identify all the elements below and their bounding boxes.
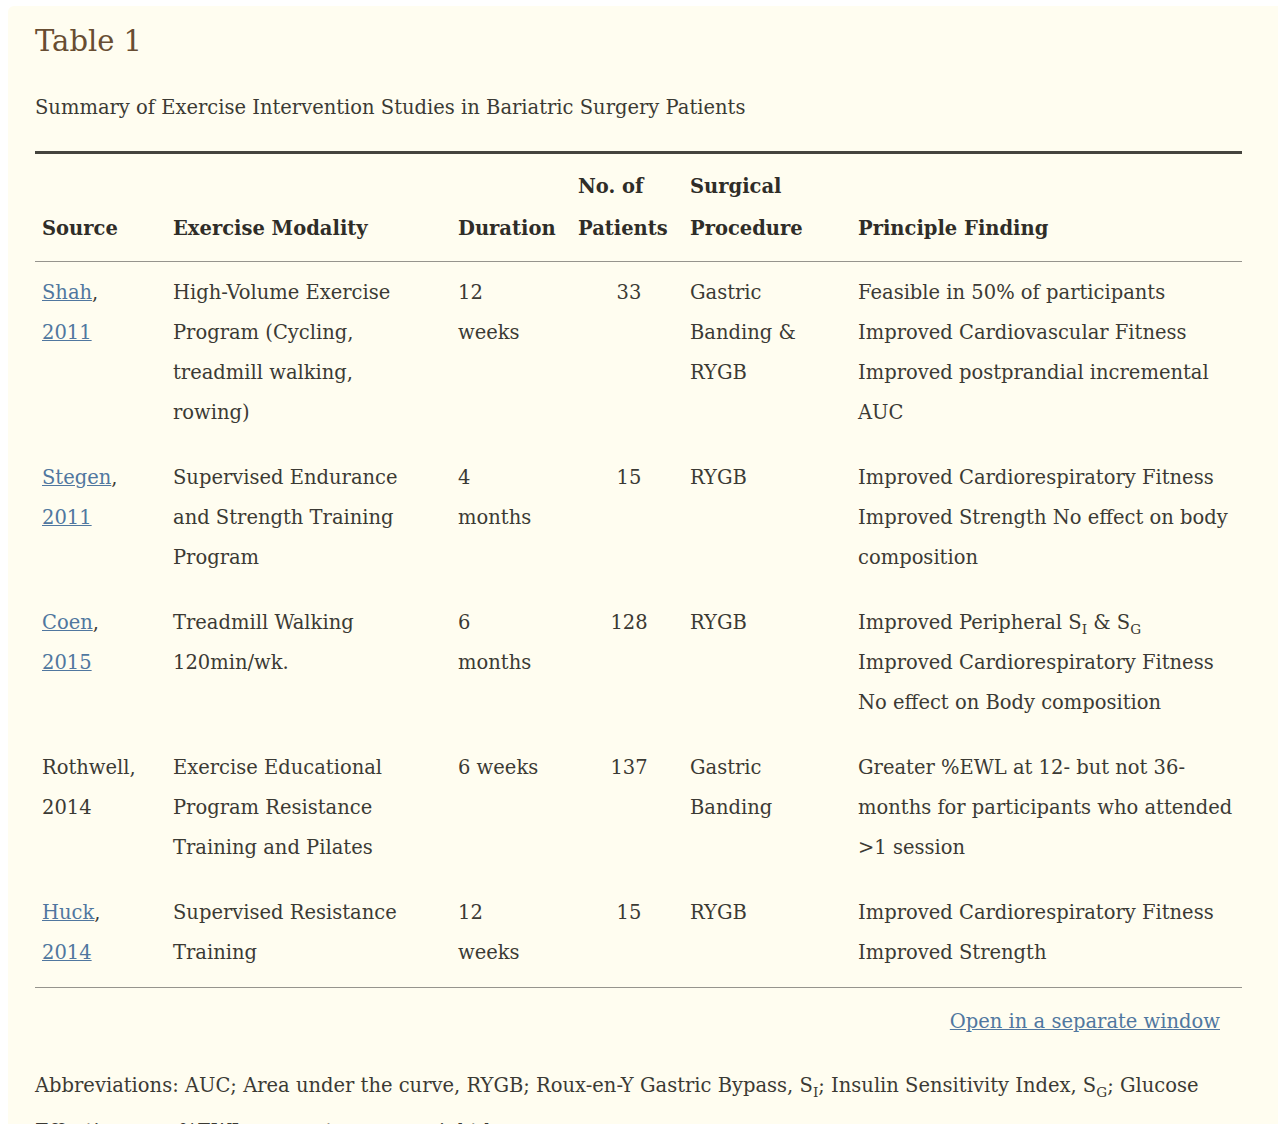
duration-cell: 6 months	[458, 592, 578, 737]
source-cell: Shah,2011	[35, 262, 173, 448]
procedure-cell: RYGB	[690, 882, 858, 988]
procedure-cell: RYGB	[690, 592, 858, 737]
patients-cell: 15	[578, 882, 690, 988]
source-name: Rothwell	[42, 756, 130, 779]
duration-cell: 12 weeks	[458, 882, 578, 988]
table-panel: Table 1 Summary of Exercise Intervention…	[8, 6, 1278, 1124]
abbreviations-text: Abbreviations: AUC; Area under the curve…	[35, 1063, 1242, 1124]
finding-cell: Improved Peripheral SI & SG Improved Car…	[858, 592, 1242, 737]
source-name[interactable]: Huck	[42, 901, 94, 924]
modality-cell: Exercise Educational Program Resistance …	[173, 737, 458, 882]
table-row: Stegen,2011Supervised Endurance and Stre…	[35, 447, 1242, 592]
procedure-cell: RYGB	[690, 447, 858, 592]
procedure-cell: Gastric Banding & RYGB	[690, 262, 858, 448]
finding-cell: Improved Cardiorespiratory Fitness Impro…	[858, 882, 1242, 988]
modality-cell: Supervised Resistance Training	[173, 882, 458, 988]
open-link-row: Open in a separate window	[35, 1010, 1242, 1033]
summary-table: Source Exercise Modality Duration No. of…	[35, 151, 1242, 988]
header-duration: Duration	[458, 153, 578, 262]
source-cell: Stegen,2011	[35, 447, 173, 592]
table-body: Shah,2011High-Volume Exercise Program (C…	[35, 262, 1242, 988]
table-row: Shah,2011High-Volume Exercise Program (C…	[35, 262, 1242, 448]
duration-cell: 12 weeks	[458, 262, 578, 448]
header-finding: Principle Finding	[858, 153, 1242, 262]
table-row: Rothwell,2014Exercise Educational Progra…	[35, 737, 1242, 882]
duration-cell: 4 months	[458, 447, 578, 592]
patients-cell: 33	[578, 262, 690, 448]
table-row: Huck,2014Supervised Resistance Training1…	[35, 882, 1242, 988]
source-name[interactable]: Stegen	[42, 466, 111, 489]
source-year[interactable]: 2015	[42, 651, 92, 674]
source-name[interactable]: Shah	[42, 281, 92, 304]
finding-cell: Feasible in 50% of participants Improved…	[858, 262, 1242, 448]
source-cell: Rothwell,2014	[35, 737, 173, 882]
table-row: Coen,2015Treadmill Walking 120min/wk.6 m…	[35, 592, 1242, 737]
source-year: 2014	[42, 796, 92, 819]
modality-cell: High-Volume Exercise Program (Cycling, t…	[173, 262, 458, 448]
finding-cell: Greater %EWL at 12- but not 36- months f…	[858, 737, 1242, 882]
finding-cell: Improved Cardiorespiratory Fitness Impro…	[858, 447, 1242, 592]
patients-cell: 137	[578, 737, 690, 882]
header-modality: Exercise Modality	[173, 153, 458, 262]
procedure-cell: Gastric Banding	[690, 737, 858, 882]
source-name[interactable]: Coen	[42, 611, 93, 634]
modality-cell: Supervised Endurance and Strength Traini…	[173, 447, 458, 592]
duration-cell: 6 weeks	[458, 737, 578, 882]
patients-cell: 128	[578, 592, 690, 737]
table-caption: Summary of Exercise Intervention Studies…	[35, 94, 1242, 121]
table-title: Table 1	[35, 22, 1242, 61]
open-separate-window-link[interactable]: Open in a separate window	[950, 1010, 1220, 1033]
header-procedure: Surgical Procedure	[690, 153, 858, 262]
header-patients: No. of Patients	[578, 153, 690, 262]
table-header-row: Source Exercise Modality Duration No. of…	[35, 153, 1242, 262]
source-cell: Huck,2014	[35, 882, 173, 988]
source-year[interactable]: 2011	[42, 321, 92, 344]
modality-cell: Treadmill Walking 120min/wk.	[173, 592, 458, 737]
source-cell: Coen,2015	[35, 592, 173, 737]
patients-cell: 15	[578, 447, 690, 592]
source-year[interactable]: 2011	[42, 506, 92, 529]
header-source: Source	[35, 153, 173, 262]
source-year[interactable]: 2014	[42, 941, 92, 964]
